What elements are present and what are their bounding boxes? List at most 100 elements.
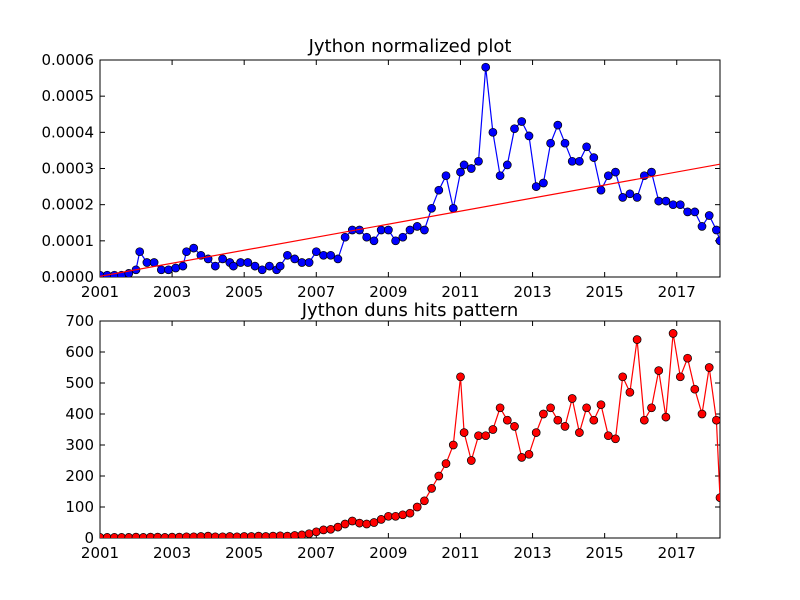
y-tick-label: 0.0004	[42, 123, 95, 141]
data-point	[611, 434, 620, 444]
data-point	[178, 261, 188, 271]
data-point	[326, 524, 336, 534]
x-tick-label: 2011	[441, 283, 479, 301]
series-group	[100, 62, 720, 277]
data-point	[362, 232, 372, 242]
data-point	[539, 409, 548, 419]
data-point	[675, 372, 685, 382]
data-point	[210, 261, 220, 271]
data-point	[495, 171, 505, 181]
y-tick-label: 400	[65, 405, 94, 423]
x-tick-label: 2001	[81, 283, 119, 301]
data-point	[156, 265, 166, 275]
data-point	[149, 258, 159, 267]
data-point	[560, 422, 570, 431]
data-point	[369, 236, 379, 246]
data-point	[589, 415, 599, 425]
y-tick-label: 0.0002	[42, 196, 95, 214]
data-point	[265, 261, 274, 271]
data-point	[290, 254, 300, 264]
data-point	[164, 265, 173, 275]
data-point	[434, 471, 444, 481]
data-point	[326, 250, 336, 260]
data-point	[466, 456, 476, 465]
x-tick-label: 2005	[225, 544, 263, 562]
data-point	[456, 372, 465, 382]
data-point	[420, 496, 429, 506]
data-point	[618, 193, 628, 202]
data-point	[668, 200, 678, 210]
data-point	[632, 335, 642, 344]
data-point	[189, 243, 199, 253]
data-point	[567, 394, 577, 403]
y-tick-label: 300	[65, 436, 94, 454]
x-tick-label: 2017	[658, 283, 696, 301]
data-point	[398, 510, 408, 520]
data-point	[524, 449, 534, 459]
x-tick-label: 2013	[513, 283, 551, 301]
data-point	[639, 415, 649, 425]
data-point	[434, 185, 444, 195]
data-point	[704, 363, 714, 372]
data-point	[405, 508, 415, 518]
data-point	[553, 415, 563, 425]
data-point	[582, 403, 591, 413]
data-point	[304, 529, 314, 538]
data-point	[704, 211, 714, 220]
x-tick-label: 2013	[513, 544, 551, 562]
data-point	[333, 254, 343, 264]
data-point	[661, 196, 671, 206]
data-point	[369, 518, 379, 527]
data-point	[412, 222, 422, 231]
data-point	[304, 258, 314, 267]
x-tick-label: 2015	[586, 544, 624, 562]
y-tick-label: 100	[65, 498, 94, 516]
data-point	[517, 117, 527, 126]
data-point	[275, 261, 285, 271]
data-point	[546, 403, 555, 413]
normalized-plot: Jython normalized plot 2001 2003 2005 2007 2…	[42, 36, 721, 301]
data-point	[488, 425, 498, 434]
data-point	[654, 196, 664, 206]
data-point	[297, 258, 307, 267]
data-point	[297, 530, 307, 538]
data-point	[603, 171, 613, 181]
plot-marks	[100, 62, 720, 277]
y-tick-label: 700	[65, 312, 94, 330]
x-tick-label: 2011	[441, 544, 479, 562]
data-point	[632, 193, 642, 202]
trend-line	[100, 163, 720, 277]
y-tick-label: 200	[65, 467, 94, 485]
y-tick-label: 0	[84, 529, 94, 547]
data-point	[405, 225, 415, 235]
data-point	[376, 515, 386, 524]
y-tick-label: 500	[65, 374, 94, 392]
x-tick-label: 2015	[586, 283, 624, 301]
data-point	[229, 261, 238, 271]
data-point	[459, 428, 469, 437]
data-point	[182, 247, 191, 257]
data-point	[668, 329, 678, 338]
data-point	[135, 247, 145, 257]
data-point	[384, 225, 393, 235]
data-point	[481, 431, 491, 441]
data-point	[596, 185, 606, 195]
data-point	[171, 263, 181, 273]
axis-ticks: 2001 2003 2005 2007 2009 2011 2013 2015 2017 0.00…	[42, 51, 720, 301]
chart-title: Jython duns hits pattern	[301, 300, 519, 321]
data-point	[427, 203, 436, 213]
x-tick-label: 2017	[658, 544, 696, 562]
data-point	[384, 511, 393, 521]
data-point	[531, 182, 541, 191]
data-point	[517, 453, 527, 462]
data-point	[603, 431, 613, 441]
data-point	[441, 171, 451, 181]
duns-hits-plot: Jython duns hits pattern 2001 2003 2005 200…	[65, 300, 721, 562]
plot-area	[99, 320, 721, 539]
x-tick-label: 2003	[153, 283, 191, 301]
data-point	[654, 366, 664, 375]
data-point	[567, 156, 577, 166]
data-point	[250, 261, 260, 271]
data-point	[495, 403, 505, 413]
